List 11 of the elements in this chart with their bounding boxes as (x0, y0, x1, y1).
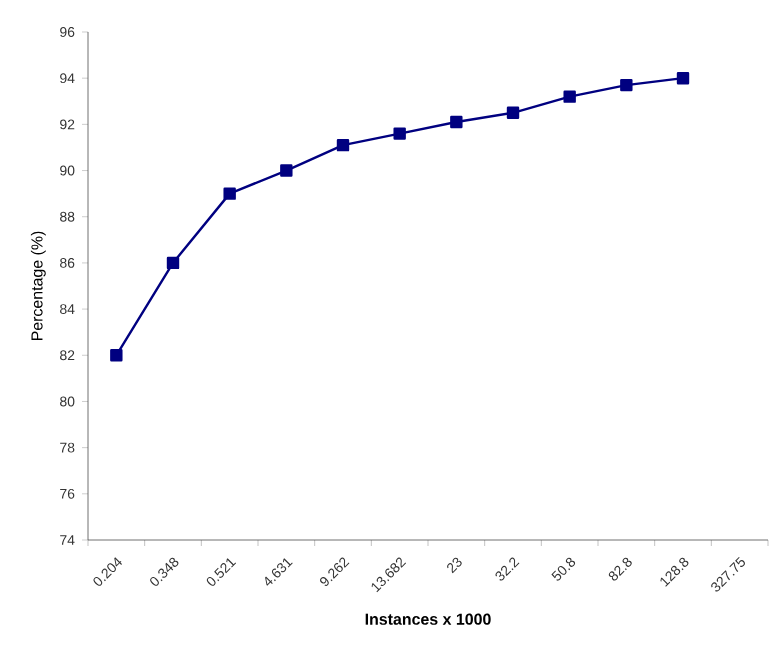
point (450, 115, 463, 129)
point (223, 187, 236, 200)
point (563, 90, 576, 103)
point (676, 71, 690, 85)
point (280, 164, 293, 177)
point (620, 78, 633, 92)
point (393, 127, 406, 140)
point (336, 138, 350, 152)
point (110, 349, 123, 362)
point (166, 256, 180, 270)
point (506, 106, 520, 120)
